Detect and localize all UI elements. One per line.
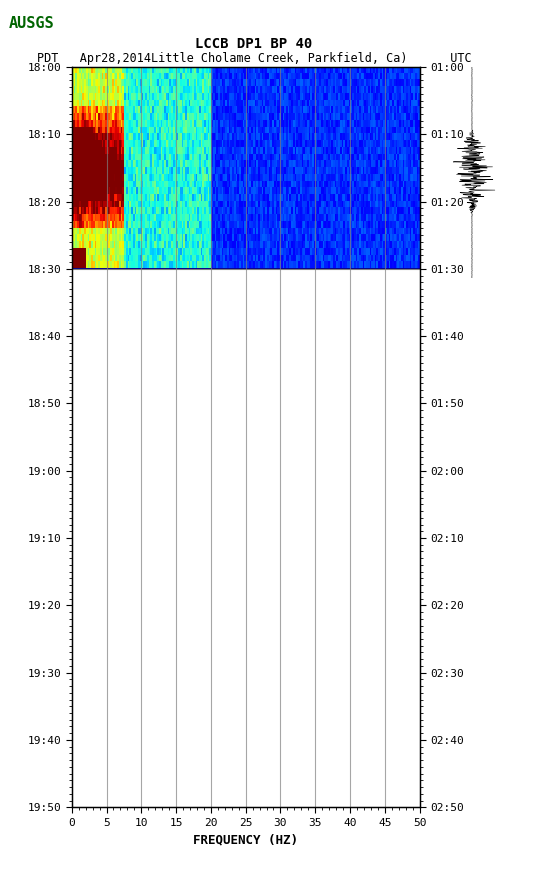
Text: AUSGS: AUSGS: [8, 16, 54, 31]
Text: LCCB DP1 BP 40: LCCB DP1 BP 40: [195, 37, 312, 52]
Text: PDT   Apr28,2014Little Cholame Creek, Parkfield, Ca)      UTC: PDT Apr28,2014Little Cholame Creek, Park…: [36, 52, 471, 65]
Bar: [72, 67, 420, 268]
X-axis label: FREQUENCY (HZ): FREQUENCY (HZ): [193, 833, 298, 847]
